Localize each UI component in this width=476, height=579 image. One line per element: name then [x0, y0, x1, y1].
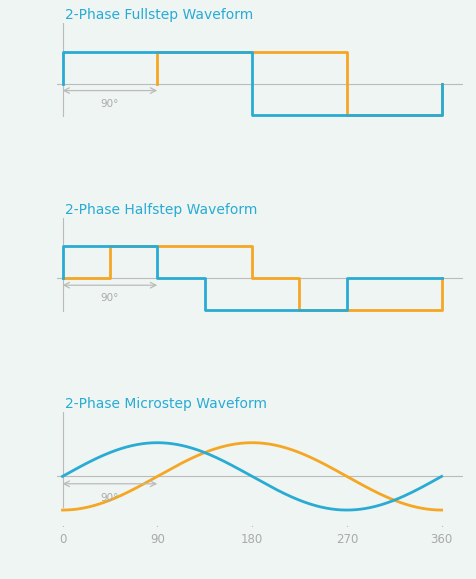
Text: 0: 0	[59, 533, 66, 546]
Text: 180: 180	[240, 533, 263, 546]
Text: 90°: 90°	[100, 493, 119, 503]
Text: 90: 90	[149, 533, 164, 546]
Text: 360: 360	[430, 533, 452, 546]
Text: 90°: 90°	[100, 99, 119, 109]
Text: 90°: 90°	[100, 294, 119, 303]
Text: 2-Phase Microstep Waveform: 2-Phase Microstep Waveform	[65, 397, 267, 411]
Text: 2-Phase Fullstep Waveform: 2-Phase Fullstep Waveform	[65, 8, 253, 22]
Text: 270: 270	[335, 533, 357, 546]
Text: 2-Phase Halfstep Waveform: 2-Phase Halfstep Waveform	[65, 203, 257, 217]
